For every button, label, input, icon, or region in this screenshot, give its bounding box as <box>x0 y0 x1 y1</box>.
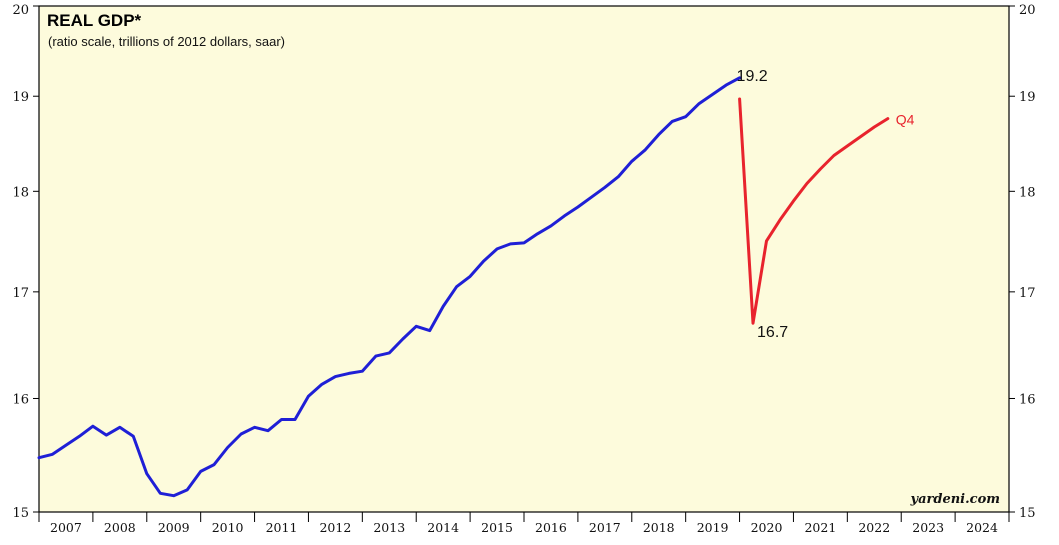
y-tick-label-right: 18 <box>1019 185 1036 200</box>
x-tick-label: 2009 <box>158 520 190 535</box>
chart-subtitle: (ratio scale, trillions of 2012 dollars,… <box>48 34 285 49</box>
y-tick-label-right: 16 <box>1019 392 1036 407</box>
source-label: yardeni.com <box>910 492 1000 507</box>
gdp-series-line-blue <box>37 76 742 498</box>
x-tick-label: 2011 <box>266 520 298 535</box>
y-tick-label-right: 20 <box>1019 3 1036 18</box>
x-tick-label: 2024 <box>966 520 998 535</box>
x-tick-label: 2015 <box>481 520 513 535</box>
x-tick-label: 2010 <box>212 520 244 535</box>
x-tick-label: 2014 <box>427 520 459 535</box>
x-tick-label: 2012 <box>319 520 351 535</box>
series-layer <box>37 76 890 498</box>
annotation-layer: 19.2 16.7 Q4 <box>737 68 915 341</box>
y-tick-label-left: 15 <box>12 506 29 521</box>
x-tick-label: 2008 <box>104 520 136 535</box>
x-tick-label: 2018 <box>643 520 675 535</box>
x-axis: 2007 2008 2009 2010 2011 2012 2013 2014 2015 2016… <box>38 512 1010 535</box>
x-tick-label: 2021 <box>804 520 836 535</box>
gdp-series-line-red <box>738 97 890 325</box>
x-tick-label: 2013 <box>373 520 405 535</box>
y-tick-label-left: 18 <box>12 185 29 200</box>
y-tick-label-right: 17 <box>1019 286 1036 301</box>
y-tick-label-right: 15 <box>1019 506 1036 521</box>
y-tick-label-left: 17 <box>12 286 29 301</box>
x-tick-label: 2022 <box>858 520 890 535</box>
y-tick-label-right: 19 <box>1019 90 1036 105</box>
x-tick-label: 2017 <box>589 520 621 535</box>
annotation-trough: 16.7 <box>757 324 788 341</box>
x-tick-label: 2019 <box>697 520 729 535</box>
plot-area <box>38 5 1010 513</box>
x-tick-label: 2016 <box>535 520 567 535</box>
y-axis-left: 15 16 17 18 19 20 <box>12 3 39 521</box>
annotation-latest: Q4 <box>896 112 915 128</box>
x-tick-label: 2007 <box>50 520 82 535</box>
y-tick-label-left: 16 <box>12 392 29 407</box>
annotation-peak: 19.2 <box>737 68 768 85</box>
y-axis-right: 15 16 17 18 19 20 <box>1009 3 1036 521</box>
y-tick-label-left: 20 <box>12 3 29 18</box>
x-tick-label: 2023 <box>912 520 944 535</box>
x-tick-label: 2020 <box>751 520 783 535</box>
chart-title: REAL GDP* <box>47 11 142 30</box>
y-tick-label-left: 19 <box>12 90 29 105</box>
